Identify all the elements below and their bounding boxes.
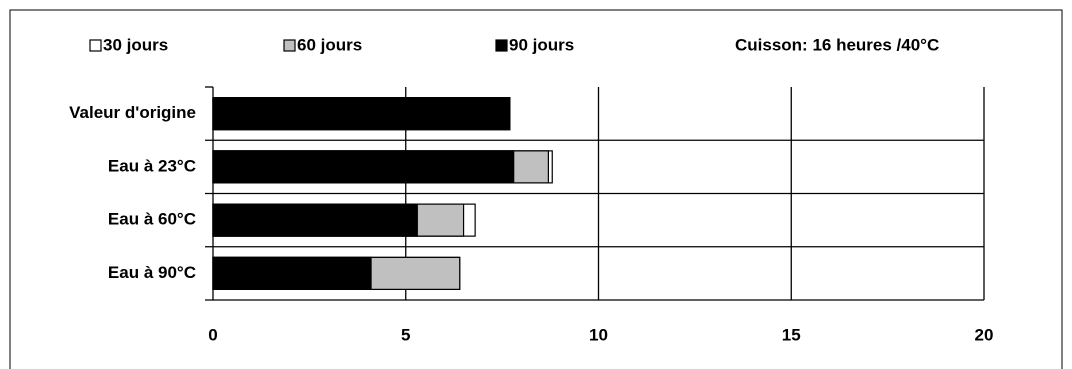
legend-swatch <box>283 39 296 52</box>
legend-label: 30 jours <box>103 35 168 54</box>
bar <box>212 203 418 237</box>
x-tick-label: 20 <box>975 325 994 344</box>
legend-label: 90 jours <box>509 35 574 54</box>
y-tick-label: Eau à 90°C <box>108 263 196 282</box>
bar <box>212 256 372 290</box>
y-tick-label: Eau à 23°C <box>108 156 196 175</box>
x-tick-label: 15 <box>782 325 801 344</box>
x-tick-label: 5 <box>401 325 410 344</box>
legend-swatch <box>495 39 508 52</box>
annotation: Cuisson: 16 heures /40°C <box>735 35 939 54</box>
legend-swatch <box>89 39 102 52</box>
chart-frame <box>9 9 1063 369</box>
x-tick-label: 10 <box>589 325 608 344</box>
x-tick-label: 0 <box>208 325 217 344</box>
bar <box>212 150 515 184</box>
bar <box>212 97 511 131</box>
legend-label: 60 jours <box>297 35 362 54</box>
y-tick-label: Valeur d'origine <box>69 103 196 122</box>
y-tick-label: Eau à 60°C <box>108 210 196 229</box>
